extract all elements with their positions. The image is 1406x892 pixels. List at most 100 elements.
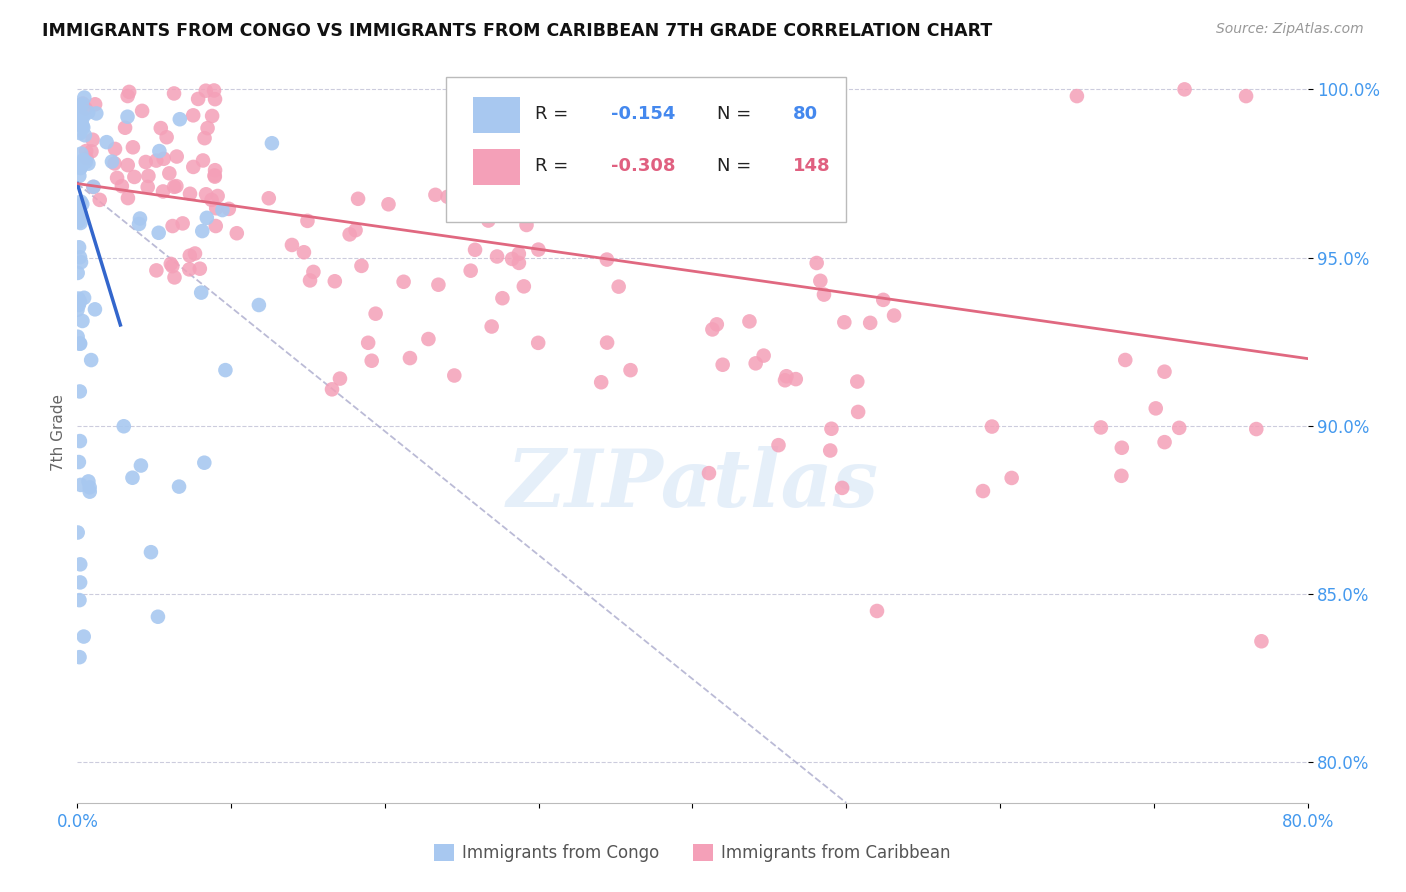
- Point: [481, 319, 503, 334]
- Point: [72, 153, 94, 167]
- Point: [489, 192, 512, 206]
- Point: [69, 207, 91, 221]
- Point: [131, 103, 153, 118]
- Point: [118, 85, 141, 99]
- Point: [1114, 353, 1136, 368]
- Point: [591, 376, 613, 390]
- Point: [69, 478, 91, 492]
- Point: [72, 110, 94, 124]
- Point: [181, 160, 204, 174]
- Point: [1090, 420, 1112, 434]
- Point: [162, 219, 184, 233]
- Point: [67, 215, 90, 229]
- Point: [323, 274, 346, 288]
- Point: [80, 353, 103, 368]
- Point: [1111, 441, 1133, 455]
- Point: [190, 285, 212, 300]
- Point: [1144, 401, 1167, 416]
- Point: [464, 243, 486, 257]
- Point: [67, 160, 90, 174]
- Point: [711, 358, 734, 372]
- Point: [350, 259, 373, 273]
- Point: [460, 263, 482, 277]
- Point: [297, 214, 319, 228]
- Point: [515, 218, 537, 232]
- Point: [77, 105, 100, 120]
- Point: [527, 243, 550, 257]
- Point: [292, 245, 315, 260]
- Point: [117, 110, 139, 124]
- Point: [846, 405, 869, 419]
- Point: [205, 201, 228, 215]
- Point: [808, 274, 831, 288]
- Point: [179, 186, 201, 201]
- Point: [69, 575, 91, 590]
- Point: [163, 87, 186, 101]
- Point: [67, 112, 90, 127]
- Point: [69, 593, 91, 607]
- Point: [73, 128, 96, 143]
- Point: [436, 190, 458, 204]
- Point: [70, 146, 93, 161]
- Point: [69, 109, 91, 123]
- Point: [775, 369, 797, 384]
- Point: [427, 277, 450, 292]
- Point: [67, 455, 90, 469]
- Point: [76, 151, 98, 165]
- Point: [103, 156, 125, 170]
- Point: [392, 275, 415, 289]
- Point: [859, 316, 882, 330]
- Point: [69, 126, 91, 140]
- Point: [69, 208, 91, 222]
- Point: [139, 545, 162, 559]
- Point: [225, 226, 247, 240]
- Point: [70, 114, 93, 128]
- Point: [82, 179, 104, 194]
- Point: [193, 456, 215, 470]
- Point: [477, 213, 499, 227]
- Point: [159, 257, 181, 271]
- Point: [84, 106, 107, 120]
- Point: [163, 179, 186, 194]
- Point: [321, 382, 343, 396]
- Bar: [474, 149, 520, 185]
- Point: [197, 121, 219, 136]
- Y-axis label: 7th Grade: 7th Grade: [51, 394, 66, 471]
- Point: [66, 525, 89, 540]
- Point: [299, 273, 322, 287]
- Point: [69, 558, 91, 572]
- Point: [72, 120, 94, 135]
- Point: [834, 315, 856, 329]
- Point: [114, 120, 136, 135]
- Point: [73, 630, 96, 644]
- Point: [596, 252, 619, 267]
- Point: [806, 256, 828, 270]
- Point: [193, 131, 215, 145]
- Point: [201, 109, 224, 123]
- Point: [1111, 468, 1133, 483]
- Point: [67, 107, 90, 121]
- Point: [69, 161, 91, 175]
- Point: [1168, 421, 1191, 435]
- Point: [162, 259, 184, 273]
- Point: [820, 422, 842, 436]
- Point: [138, 169, 160, 183]
- Point: [66, 266, 89, 280]
- Point: [981, 419, 1004, 434]
- Point: [117, 158, 139, 172]
- Text: 148: 148: [793, 157, 831, 175]
- Point: [96, 135, 118, 149]
- Point: [360, 353, 382, 368]
- Point: [443, 368, 465, 383]
- Point: [121, 471, 143, 485]
- Point: [70, 97, 93, 112]
- Point: [508, 256, 530, 270]
- Point: [846, 375, 869, 389]
- Point: [129, 458, 152, 473]
- Point: [69, 250, 91, 264]
- Point: [129, 211, 152, 226]
- Point: [75, 144, 97, 158]
- Point: [79, 480, 101, 494]
- Point: [184, 246, 207, 260]
- Point: [441, 191, 464, 205]
